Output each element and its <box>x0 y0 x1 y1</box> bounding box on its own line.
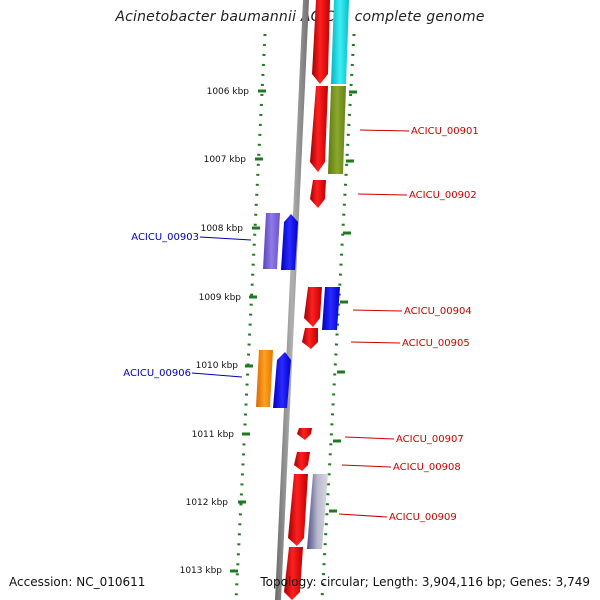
gene-arrow <box>297 428 312 440</box>
gene-arrow <box>310 86 328 172</box>
scale-label: 1012 kbp <box>186 498 229 508</box>
reverse-strand-genes <box>256 213 298 408</box>
leader-lines <box>191 129 410 518</box>
gene-block <box>263 213 280 269</box>
accession-text: Accession: NC_010611 <box>9 575 146 589</box>
forward-strand-other-genes <box>307 0 349 549</box>
gene-arrow <box>288 474 308 546</box>
scale-label: 1007 kbp <box>204 155 247 165</box>
gene-arrow <box>304 287 322 327</box>
gene-arrow <box>284 547 303 600</box>
gene-label-forward: ACICU_00902 <box>409 190 477 201</box>
gene-block <box>256 350 273 407</box>
map-title: Acinetobacter baumannii ACICU, complete … <box>115 9 485 25</box>
scale-label: 1010 kbp <box>196 361 239 371</box>
scale-label: 1013 kbp <box>180 566 223 576</box>
forward-strand-genes <box>284 0 330 600</box>
gene-block <box>328 86 346 174</box>
gene-label-forward: ACICU_00901 <box>411 126 479 137</box>
gene-arrow <box>312 0 330 84</box>
gene-label-forward: ACICU_00909 <box>389 512 457 523</box>
gene-arrow <box>273 352 291 408</box>
gene-arrow <box>294 452 310 471</box>
gene-label-forward: ACICU_00908 <box>393 462 461 473</box>
scale-label: 1008 kbp <box>201 224 244 234</box>
gene-label-forward: ACICU_00904 <box>404 306 472 317</box>
gene-label-forward: ACICU_00905 <box>402 338 470 349</box>
scale-ticks <box>230 89 266 573</box>
gene-block <box>322 287 340 330</box>
gene-arrow <box>302 328 318 349</box>
gene-label-reverse: ACICU_00903 <box>131 232 199 243</box>
scale-label: 1006 kbp <box>207 87 250 97</box>
gene-label-forward: ACICU_00907 <box>396 434 464 445</box>
gene-label-reverse: ACICU_00906 <box>123 368 191 379</box>
scale-label: 1011 kbp <box>192 430 235 440</box>
gene-arrow <box>310 180 326 208</box>
scale-label: 1009 kbp <box>199 293 242 303</box>
topology-text: Topology: circular; Length: 3,904,116 bp… <box>260 575 590 589</box>
genome-backbone <box>275 0 309 600</box>
gene-block <box>331 0 349 84</box>
gene-block <box>307 474 328 549</box>
dotted-guide-left <box>234 33 267 600</box>
gene-arrow <box>281 214 298 270</box>
inner-ticks <box>329 90 357 513</box>
